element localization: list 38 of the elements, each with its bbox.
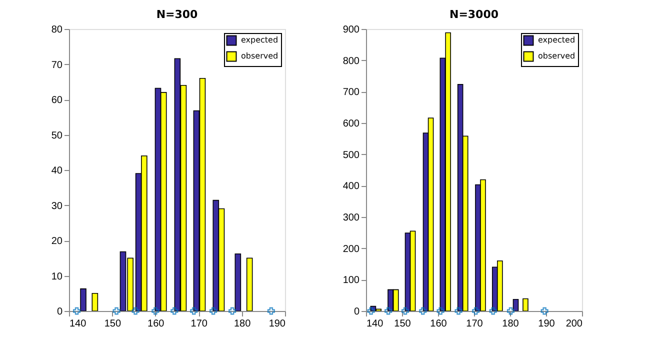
x-tick-label: 170 xyxy=(190,318,208,330)
y-tick-label: 600 xyxy=(342,118,360,130)
legend-label: observed xyxy=(241,52,278,60)
y-tick-label: 0 xyxy=(354,306,360,318)
y-tick-label: 70 xyxy=(51,60,63,71)
x-tick-label: 200 xyxy=(566,318,583,330)
y-tick-label: 900 xyxy=(342,24,360,36)
x-tick-label: 190 xyxy=(268,318,286,330)
x-tick-label: 180 xyxy=(234,318,252,330)
legend-label: observed xyxy=(538,52,576,60)
x-tick-label: 190 xyxy=(538,318,556,330)
y-tick-label: 700 xyxy=(342,87,360,98)
y-tick-label: 10 xyxy=(51,271,63,282)
y-tick-label: 200 xyxy=(342,244,360,255)
chart-title: N=3000 xyxy=(449,8,499,21)
y-tick-label: 300 xyxy=(342,212,360,224)
chart-title: N=300 xyxy=(156,8,198,21)
y-tick-label: 40 xyxy=(51,166,63,176)
y-tick-label: 60 xyxy=(51,95,63,106)
y-tick-label: 800 xyxy=(342,56,360,67)
legend-label: expected xyxy=(538,36,576,44)
y-tick-label: 100 xyxy=(342,275,360,286)
x-tick-label: 160 xyxy=(430,318,448,330)
x-tick-label: 170 xyxy=(466,318,484,330)
legend-label: expected xyxy=(241,36,278,44)
y-tick-label: 30 xyxy=(51,200,63,212)
y-tick-label: 80 xyxy=(51,24,63,36)
y-tick-label: 0 xyxy=(56,306,63,318)
x-tick-label: 160 xyxy=(148,318,165,330)
y-tick-label: 50 xyxy=(51,130,63,142)
y-tick-label: 400 xyxy=(342,181,360,192)
y-tick-label: 500 xyxy=(342,150,360,161)
x-tick-label: 140 xyxy=(366,318,384,330)
x-tick-label: 140 xyxy=(70,318,87,330)
x-tick-label: 180 xyxy=(502,318,520,330)
y-tick-label: 20 xyxy=(51,236,63,247)
x-tick-label: 150 xyxy=(394,318,412,330)
x-tick-label: 150 xyxy=(104,318,122,330)
